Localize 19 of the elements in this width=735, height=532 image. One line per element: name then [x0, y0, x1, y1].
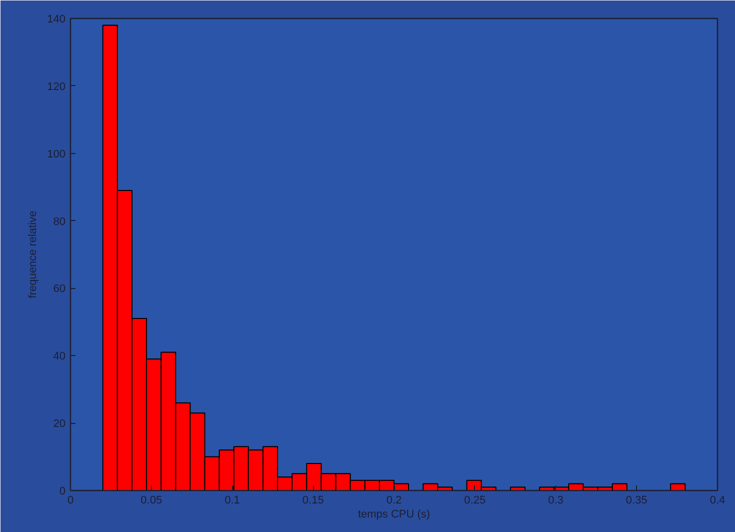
y-tick-label: 120: [47, 80, 66, 93]
y-tick-label: 100: [47, 148, 66, 160]
x-tick-label: 0.4: [710, 494, 726, 506]
x-tick-label: 0.2: [386, 494, 402, 506]
x-tick-label: 0.05: [140, 494, 162, 506]
y-tick-label: 80: [53, 216, 66, 228]
y-tick-label: 60: [53, 283, 66, 296]
y-tick-label: 140: [47, 14, 66, 26]
x-axis-title: temps CPU (s): [358, 508, 430, 520]
y-tick-label: 0: [59, 486, 66, 498]
x-tick-label: 0: [67, 494, 74, 506]
x-tick-label: 0.25: [464, 494, 486, 506]
y-tick-label: 40: [53, 350, 66, 363]
x-tick-label: 0.3: [548, 494, 564, 506]
y-axis-title: frequence relative: [27, 210, 40, 298]
x-tick-label: 0.35: [626, 494, 648, 506]
x-tick-label: 0.15: [302, 494, 324, 506]
x-tick-label: 0.1: [224, 494, 240, 506]
y-tick-label: 20: [53, 418, 66, 430]
